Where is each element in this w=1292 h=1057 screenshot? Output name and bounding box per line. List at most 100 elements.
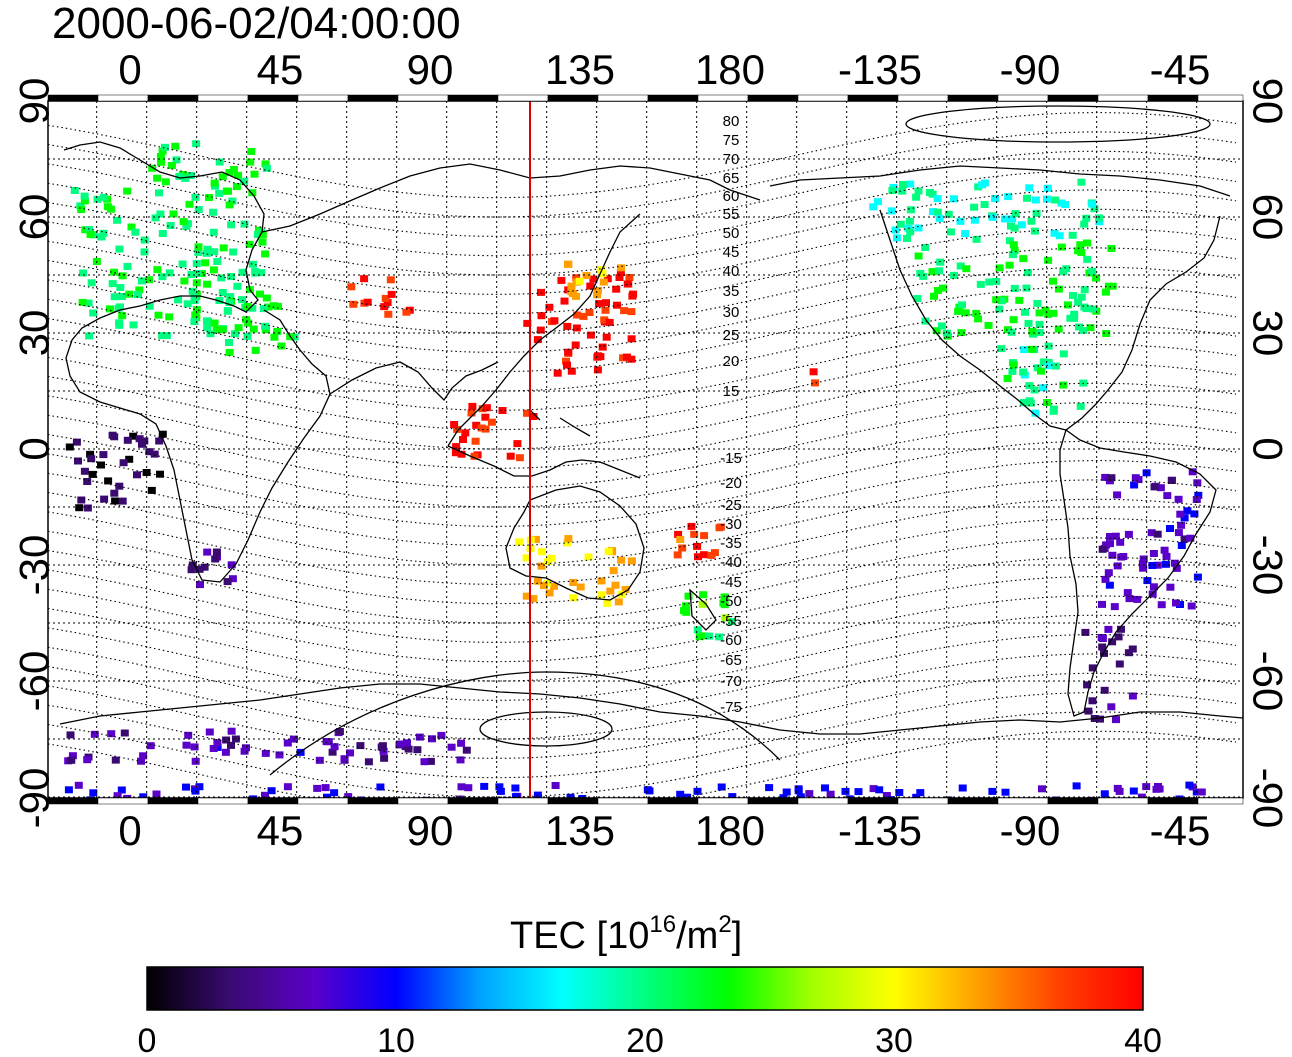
tec-cell (153, 266, 162, 274)
tec-cell (175, 172, 184, 180)
tec-cell (1083, 239, 1092, 247)
tec-cell (1090, 205, 1099, 213)
tec-cell (137, 277, 146, 285)
tec-cell (86, 796, 95, 798)
tec-cell (1032, 209, 1041, 217)
tec-cell (678, 544, 687, 552)
tec-cell (1008, 251, 1017, 259)
tec-cell (992, 296, 1001, 304)
magnetic-latitude-contour (48, 672, 1237, 759)
tec-cell (183, 300, 192, 308)
tec-cell (135, 435, 144, 443)
tec-cell (387, 290, 396, 298)
tec-cell (627, 355, 636, 363)
border-scale-segment (1097, 94, 1149, 102)
border-scale-segment (247, 797, 299, 805)
tec-cell (386, 276, 395, 284)
tec-cell (1107, 474, 1116, 482)
tec-cell (573, 311, 582, 319)
tec-cell (184, 731, 193, 739)
tec-cell (1049, 309, 1058, 317)
tec-cell (231, 735, 240, 743)
tec-cell (572, 274, 581, 282)
tec-cell (498, 407, 507, 414)
tec-cell (89, 309, 98, 317)
map-border-scale-bar (47, 94, 1244, 805)
tec-cell (113, 216, 122, 224)
tec-cell (100, 495, 109, 503)
tec-cell (139, 752, 148, 760)
tec-cell (150, 450, 159, 458)
tec-cell (195, 565, 204, 573)
tec-cell (782, 788, 791, 796)
lon-tick-label-top: -135 (838, 46, 922, 93)
tec-cell (995, 305, 1004, 313)
tec-cell (1157, 601, 1166, 609)
tec-cell (809, 368, 818, 376)
tec-cell (1007, 328, 1016, 336)
lon-tick-label-top: 180 (695, 46, 765, 93)
tec-cell (1008, 367, 1017, 375)
border-scale-segment (447, 94, 499, 102)
tec-cell (456, 756, 465, 764)
border-scale-segment (197, 797, 249, 805)
tec-cell (274, 302, 282, 310)
tec-cell (1097, 634, 1106, 641)
tec-cell (215, 189, 224, 197)
tec-cell (457, 739, 466, 747)
tec-cell (1051, 196, 1060, 204)
lon-tick-label-bottom: 135 (545, 807, 615, 854)
tec-cell (182, 783, 190, 791)
tec-cell (700, 532, 709, 540)
tec-cell (1019, 255, 1028, 263)
tec-cell (283, 783, 292, 791)
tec-cell (140, 248, 149, 256)
tec-cell (1192, 496, 1201, 503)
tec-cell (396, 740, 405, 748)
tec-cell (277, 342, 286, 350)
tec-cell (230, 330, 239, 338)
tec-cell (545, 589, 554, 597)
tec-cell (874, 198, 882, 206)
south-magnetic-pole-ring-outer (269, 671, 781, 776)
tec-cell (227, 221, 236, 229)
tec-cell (99, 229, 108, 237)
tec-cell (936, 258, 945, 266)
tec-cell (728, 618, 737, 625)
tec-cell (532, 535, 540, 543)
tec-cell (1055, 232, 1064, 240)
tec-cell (1111, 532, 1120, 540)
tec-cell (190, 743, 199, 751)
tec-cell (1041, 306, 1050, 314)
tec-cell (192, 260, 201, 268)
tec-cell (248, 260, 257, 268)
lat-tick-label-left: -90 (11, 768, 58, 829)
tec-cell (472, 421, 481, 429)
tec-cell (1108, 282, 1117, 290)
tec-cell (1009, 316, 1018, 324)
tec-cell (201, 259, 210, 267)
tec-cell (225, 299, 234, 307)
magnetic-latitude-label: 25 (723, 327, 740, 344)
tec-cell (929, 208, 937, 216)
tec-cell (72, 438, 81, 446)
colorbar-tick-label: 20 (626, 1022, 664, 1057)
tec-cell (925, 189, 934, 196)
tec-cell (606, 587, 615, 595)
tec-cell (116, 284, 125, 291)
tec-cell (77, 496, 86, 504)
tec-cell (1082, 214, 1091, 222)
tec-cell (1044, 256, 1053, 264)
tec-cell (540, 582, 548, 589)
border-scale-segment (847, 94, 899, 102)
tec-cell (453, 425, 462, 433)
tec-cell (451, 449, 460, 457)
tec-cell (1024, 319, 1033, 327)
tec-cell (160, 143, 169, 151)
tec-cell (202, 249, 211, 257)
border-scale-segment (297, 797, 349, 805)
tec-cell (589, 275, 598, 283)
tec-cell (978, 181, 987, 189)
magnetic-latitude-contour (48, 440, 1237, 527)
tec-cell (988, 213, 997, 221)
